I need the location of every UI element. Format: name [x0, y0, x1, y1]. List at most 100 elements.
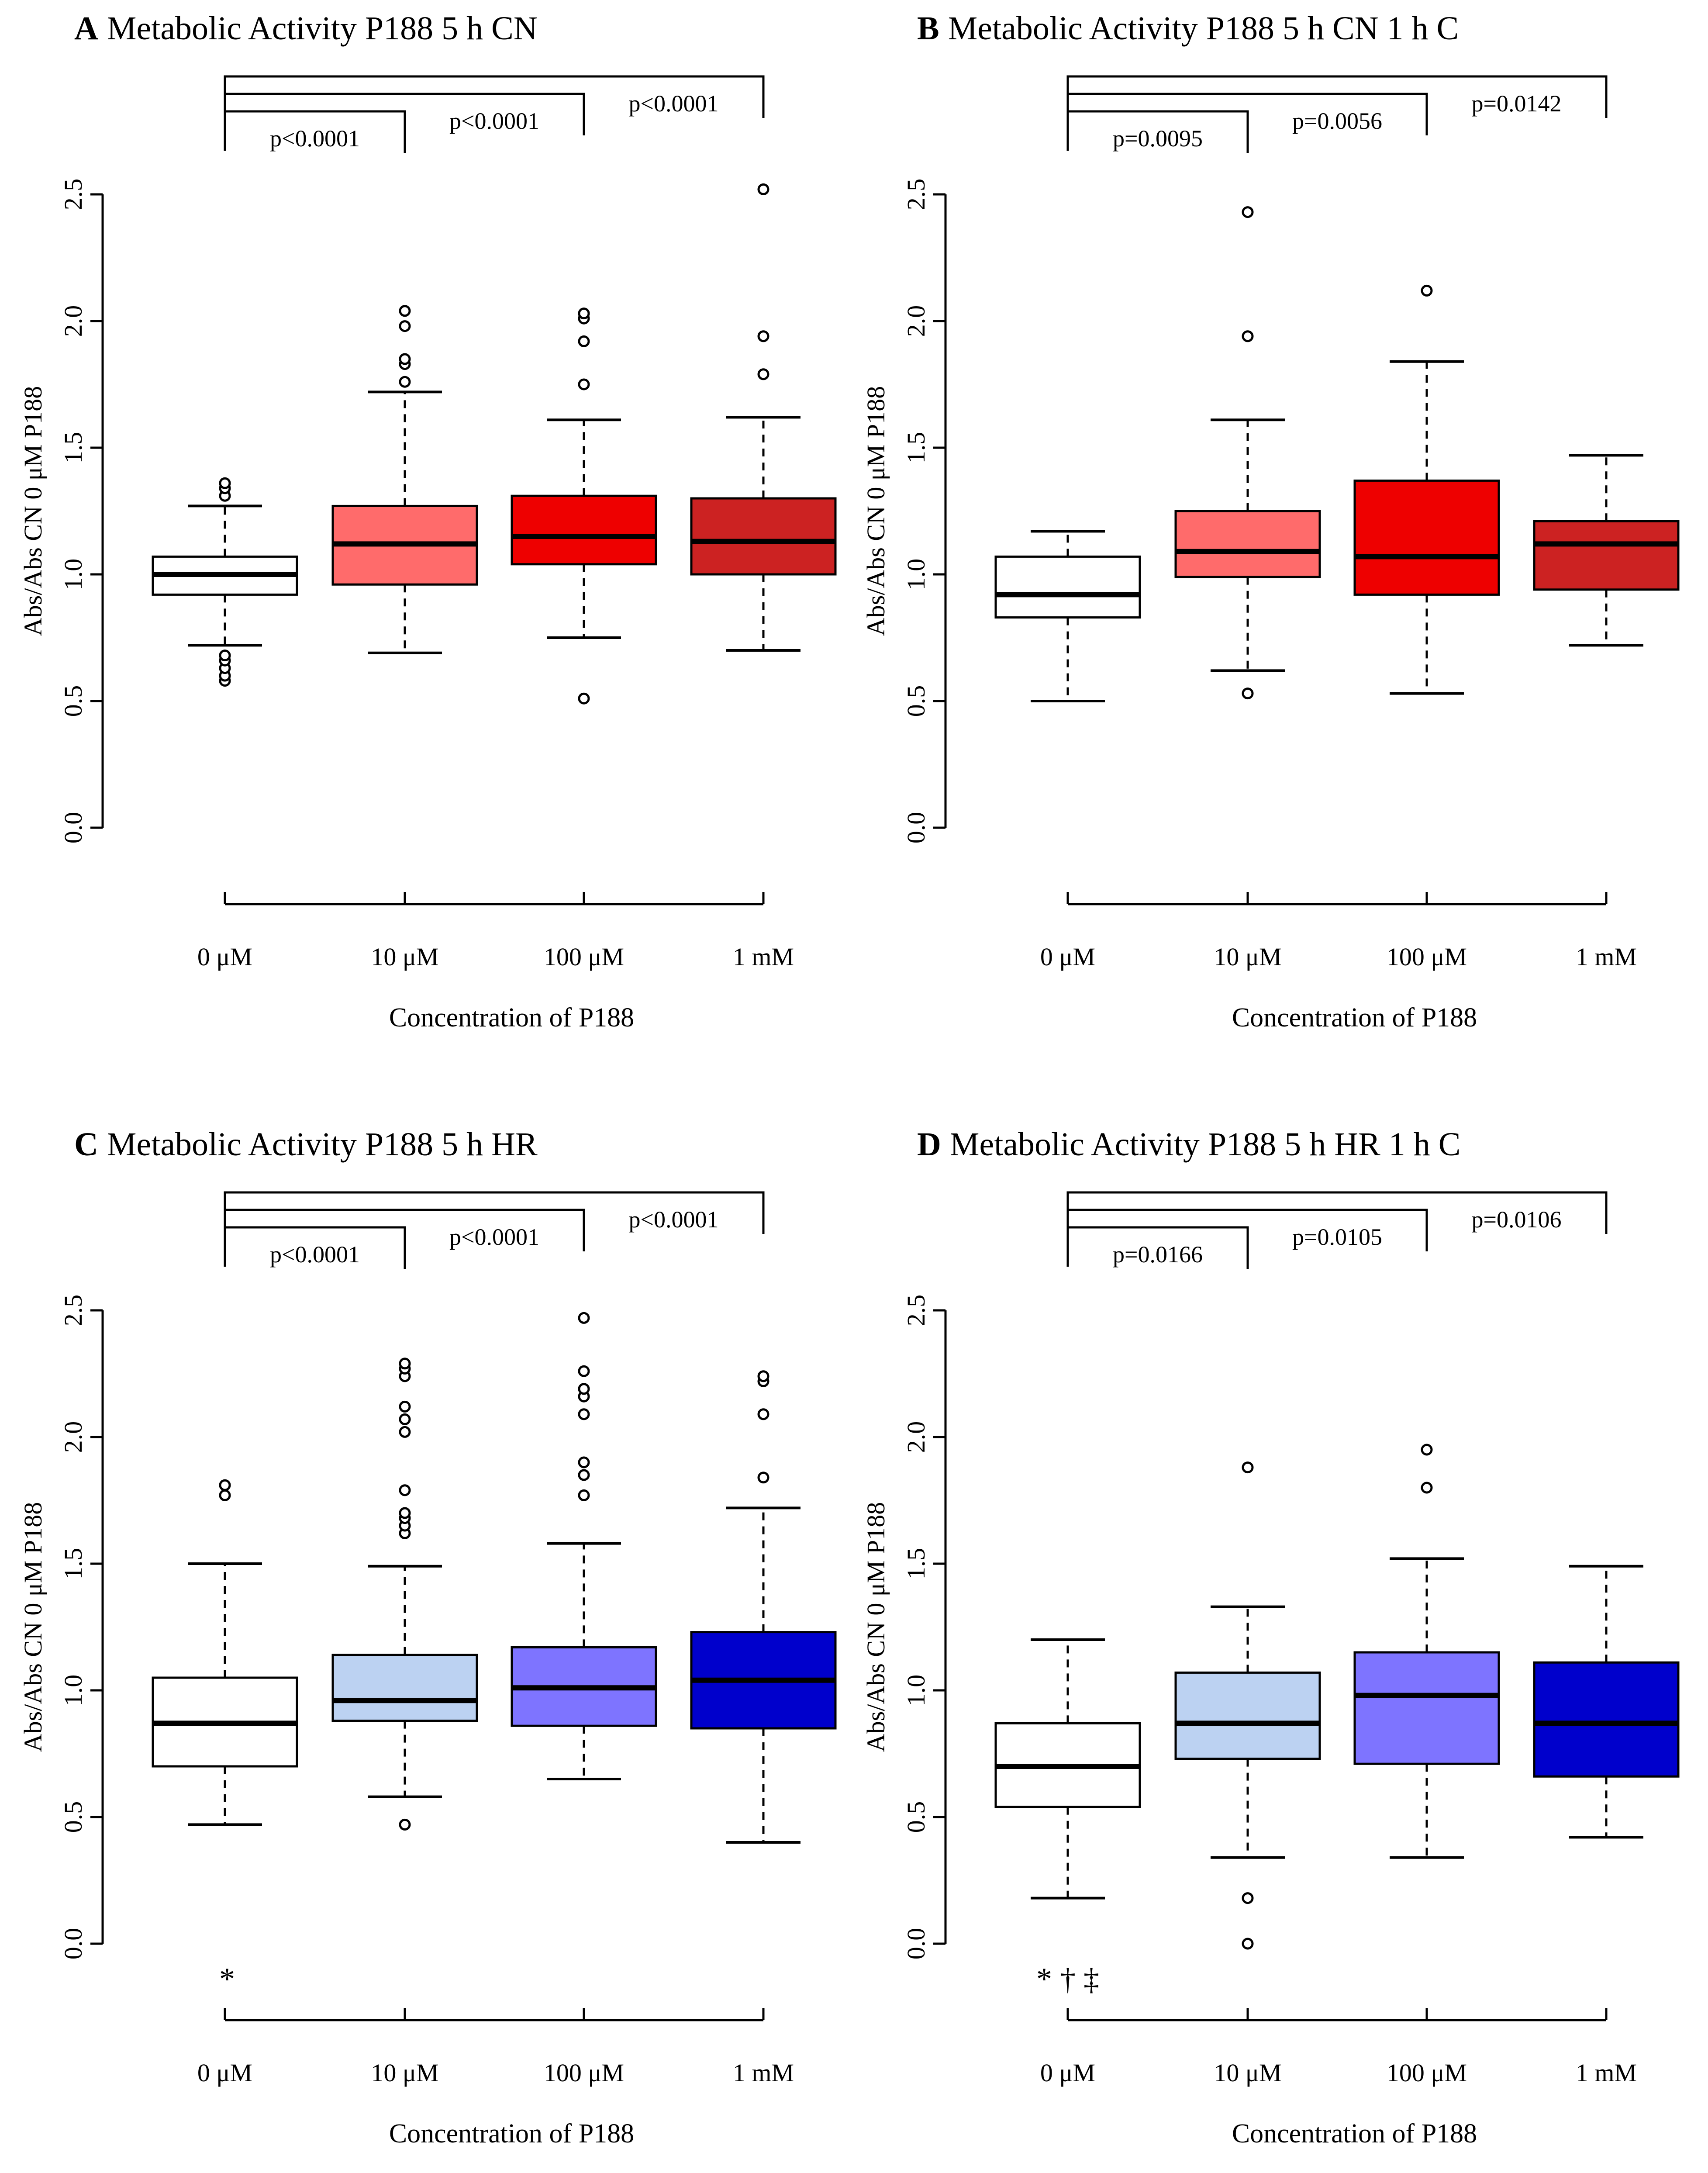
p-value-label: p<0.0001 [449, 108, 539, 134]
box-1mm [690, 1370, 837, 1844]
x-tick-label: 100 μM [1387, 2059, 1467, 2087]
y-tick-label: 0.0 [902, 1928, 930, 1960]
box-0um [152, 1479, 298, 1826]
y-tick-label: 0.0 [59, 1928, 87, 1960]
p-value-label: p=0.0142 [1472, 90, 1562, 117]
y-tick-label: 1.0 [902, 1675, 930, 1707]
panel-d: D Metabolic Activity P188 5 h HR 1 h C p=0… [862, 1126, 1680, 2149]
x-tick-label: 1 mM [733, 943, 794, 971]
box-10um [331, 1358, 478, 1831]
outlier-point [399, 1358, 411, 1370]
box-1mm [1533, 1565, 1680, 1839]
p-value-label: p<0.0001 [629, 1206, 719, 1233]
panel-c: C Metabolic Activity P188 5 h HR p<0.0001 p… [19, 1126, 837, 2149]
panel-title: C Metabolic Activity P188 5 h HR [74, 1126, 538, 1163]
outlier-point [578, 335, 590, 347]
outlier-point [578, 1408, 590, 1420]
outlier-point [578, 1312, 590, 1324]
outlier-point [219, 1479, 231, 1491]
x-tick-label: 100 μM [1387, 943, 1467, 971]
y-tick-label: 2.0 [59, 305, 87, 337]
p-value-label: p=0.0106 [1472, 1206, 1562, 1233]
y-tick-label: 0.5 [59, 685, 87, 717]
iqr-box [994, 555, 1141, 619]
panel-title-text: Metabolic Activity P188 5 h HR 1 h C [950, 1126, 1461, 1163]
y-tick-label: 2.5 [59, 1295, 87, 1327]
y-tick-label: 2.5 [902, 179, 930, 211]
iqr-box [331, 1654, 478, 1722]
panel-letter: A [74, 10, 98, 47]
y-axis-label: Abs/Abs CN 0 μM P188 [862, 1502, 890, 1752]
box-100um [1353, 1444, 1500, 1859]
outlier-point [1242, 330, 1254, 342]
iqr-box [1533, 1661, 1680, 1778]
y-tick-label: 2.0 [902, 1421, 930, 1453]
outlier-point [578, 1456, 590, 1468]
outlier-point [1421, 284, 1433, 297]
x-tick-label: 0 μM [197, 2059, 252, 2087]
panel-letter: D [917, 1126, 941, 1163]
x-axis-label: Concentration of P188 [1232, 2119, 1477, 2149]
outlier-point [1421, 1482, 1433, 1494]
outlier-point [1421, 1444, 1433, 1456]
y-tick-label: 1.0 [59, 559, 87, 591]
iqr-box [511, 494, 657, 566]
box-0um [994, 530, 1141, 702]
outlier-point [757, 1472, 769, 1484]
outlier-point [1242, 1892, 1254, 1904]
outlier-point [399, 1507, 411, 1519]
y-tick-label: 1.0 [902, 559, 930, 591]
box-0um [994, 1638, 1141, 1900]
y-tick-label: 2.0 [902, 305, 930, 337]
y-tick-label: 1.5 [59, 1548, 87, 1580]
box-100um [511, 1312, 657, 1780]
panel-letter: B [917, 10, 939, 47]
p-value-label: p=0.0095 [1113, 125, 1203, 152]
x-tick-label: 10 μM [1214, 943, 1281, 971]
significance-bracket [1066, 75, 1608, 151]
panel-b: B Metabolic Activity P188 5 h CN 1 h C p=0… [862, 10, 1680, 1033]
outlier-point [1242, 687, 1254, 700]
outlier-point [1242, 206, 1254, 218]
significance-bracket [1066, 1191, 1608, 1267]
outlier-point [399, 305, 411, 317]
outlier-point [399, 1818, 411, 1831]
y-tick-label: 2.5 [902, 1295, 930, 1327]
outlier-point [757, 330, 769, 342]
panel-title: B Metabolic Activity P188 5 h CN 1 h C [917, 10, 1459, 47]
outlier-point [399, 1484, 411, 1496]
significance-bracket [224, 1191, 765, 1267]
y-tick-label: 2.5 [59, 179, 87, 211]
outlier-point [578, 1489, 590, 1501]
outlier-point [219, 1489, 231, 1501]
outlier-point [399, 1413, 411, 1425]
y-tick-label: 0.5 [902, 1801, 930, 1833]
y-tick-label: 0.0 [59, 812, 87, 844]
x-tick-label: 0 μM [1040, 943, 1095, 971]
panel-title: A Metabolic Activity P188 5 h CN [74, 10, 538, 47]
box-100um [511, 307, 657, 705]
significance-bracket [224, 75, 765, 151]
outlier-point [757, 1408, 769, 1420]
x-axis-label: Concentration of P188 [389, 1003, 634, 1033]
y-tick-label: 0.5 [59, 1801, 87, 1833]
outlier-point [578, 1383, 590, 1395]
iqr-box [1174, 1671, 1321, 1760]
outlier-point [1242, 1461, 1254, 1474]
x-axis-label: Concentration of P188 [389, 2119, 634, 2149]
outlier-point [219, 477, 231, 489]
box-10um [1174, 1461, 1321, 1950]
iqr-box [1353, 479, 1500, 596]
box-100um [1353, 284, 1500, 695]
outlier-point [1242, 1938, 1254, 1950]
panel-letter: C [74, 1126, 98, 1163]
p-value-label: p=0.0105 [1292, 1224, 1382, 1250]
iqr-box [1174, 510, 1321, 578]
outlier-point [578, 378, 590, 390]
outlier-point [399, 353, 411, 365]
x-tick-label: 100 μM [544, 2059, 624, 2087]
outlier-point [219, 649, 231, 662]
outlier-point [399, 376, 411, 388]
outlier-point [757, 368, 769, 380]
